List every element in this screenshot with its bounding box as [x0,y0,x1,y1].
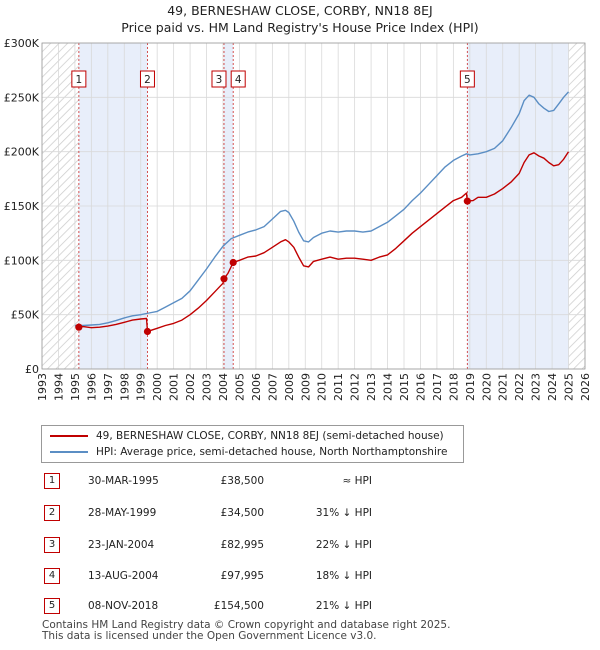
x-tick-label: 1998 [118,373,131,401]
sale-price: £38,500 [220,475,264,487]
sale-label-box [230,70,246,88]
x-tick-label: 2000 [151,373,164,401]
legend-item-hpi: HPI: Average price, semi-detached house,… [50,444,447,460]
x-tick-label: 2026 [579,373,592,401]
x-tick-label: 1996 [85,373,98,401]
sale-label-box [139,70,155,88]
sale-number-badge: 5 [44,598,60,614]
chart-title: 49, BERNESHAW CLOSE, CORBY, NN18 8EJ [167,3,433,18]
x-tick-label: 1993 [36,373,49,401]
x-tick-label: 2015 [398,373,411,401]
sale-number-badge: 3 [44,537,60,553]
x-tick-label: 2025 [563,373,576,401]
y-tick-label: £0 [25,363,39,376]
y-tick-label: £50K [11,309,40,322]
y-tick-label: £100K [4,254,40,267]
legend-swatch-property [50,435,88,437]
sale-date: 13-AUG-2004 [88,570,159,582]
sale-label-number: 4 [235,74,242,86]
sale-hpi-comparison: 21% ↓ HPI [315,600,372,612]
sale-label-number: 1 [76,74,83,86]
legend: 49, BERNESHAW CLOSE, CORBY, NN18 8EJ (se… [41,425,464,463]
sale-hpi-comparison: 18% ↓ HPI [315,570,372,582]
sale-number-badge: 4 [44,568,60,584]
x-tick-label: 2022 [513,373,526,401]
sale-price: £34,500 [220,507,264,519]
sale-price: £82,995 [220,539,264,551]
sale-point [220,275,228,283]
table-row: 5 08-NOV-2018 £154,500 21% ↓ HPI [42,597,422,615]
x-tick-label: 2004 [217,373,230,401]
x-tick-label: 2014 [382,373,395,401]
sale-date: 08-NOV-2018 [88,600,159,612]
plot-frame [41,42,586,370]
table-row: 2 28-MAY-1999 £34,500 31% ↓ HPI [42,504,422,522]
table-row: 3 23-JAN-2004 £82,995 22% ↓ HPI [42,536,422,554]
y-tick-label: £200K [4,146,40,159]
x-tick-label: 2024 [546,373,559,401]
x-tick-label: 2001 [168,373,181,401]
y-tick-label: £300K [4,37,40,50]
sale-date: 28-MAY-1999 [88,507,157,519]
sale-number-badge: 1 [44,473,60,489]
sale-hpi-comparison: 31% ↓ HPI [315,507,372,519]
x-tick-label: 2023 [530,373,543,401]
legend-label-hpi: HPI: Average price, semi-detached house,… [96,446,448,458]
x-tick-label: 2002 [184,373,197,401]
table-row: 4 13-AUG-2004 £97,995 18% ↓ HPI [42,567,422,585]
x-tick-label: 2018 [447,373,460,401]
x-tick-label: 2003 [201,373,214,401]
legend-item-property: 49, BERNESHAW CLOSE, CORBY, NN18 8EJ (se… [50,428,444,444]
sale-point [75,323,83,331]
x-tick-label: 2011 [332,373,345,401]
legend-label-property: 49, BERNESHAW CLOSE, CORBY, NN18 8EJ (se… [96,430,444,442]
sale-label-number: 3 [216,74,223,86]
hpi-series-line [74,91,570,327]
x-tick-label: 2020 [480,373,493,401]
sale-date: 30-MAR-1995 [88,475,159,487]
legend-swatch-hpi [50,451,88,453]
x-tick-label: 1999 [135,373,148,401]
sale-label-box [459,70,475,88]
x-tick-label: 1995 [69,373,82,401]
sale-hpi-comparison: ≈ HPI [342,475,372,487]
sale-number-badge: 2 [44,505,60,521]
y-tick-label: £250K [4,91,40,104]
x-tick-label: 2005 [233,373,246,401]
x-tick-label: 2008 [283,373,296,401]
sale-hpi-comparison: 22% ↓ HPI [315,539,372,551]
x-tick-label: 2010 [316,373,329,401]
footer-line-copyright: Contains HM Land Registry data © Crown c… [42,619,451,631]
sale-point [463,197,471,205]
x-tick-label: 2021 [497,373,510,401]
footer-line-licence: This data is licensed under the Open Gov… [42,630,377,642]
sale-point [229,258,237,267]
sale-label-number: 5 [464,74,471,86]
sale-price: £154,500 [213,600,264,612]
y-tick-label: £150K [4,200,40,213]
x-tick-label: 2009 [299,373,312,401]
sale-label-box [71,70,87,88]
sale-price: £97,995 [220,570,264,582]
sale-date: 23-JAN-2004 [88,539,155,551]
sale-label-number: 2 [144,74,151,86]
property-series-line [78,151,570,333]
x-tick-label: 2019 [464,373,477,401]
x-tick-label: 2006 [250,373,263,401]
sale-label-box [211,70,227,88]
x-tick-label: 2007 [266,373,279,401]
x-tick-label: 2016 [414,373,427,401]
footer-attribution: Contains HM Land Registry data © Crown c… [42,620,450,642]
x-tick-label: 2017 [431,373,444,401]
x-tick-label: 2012 [349,373,362,401]
chart-subtitle: Price paid vs. HM Land Registry's House … [121,20,479,35]
table-row: 1 30-MAR-1995 £38,500 ≈ HPI [42,472,422,490]
x-tick-label: 1997 [102,373,115,401]
x-tick-label: 1994 [52,373,65,401]
x-tick-label: 2013 [365,373,378,401]
sale-point [143,327,152,336]
chart-title-block: 49, BERNESHAW CLOSE, CORBY, NN18 8EJ Pri… [0,0,600,36]
